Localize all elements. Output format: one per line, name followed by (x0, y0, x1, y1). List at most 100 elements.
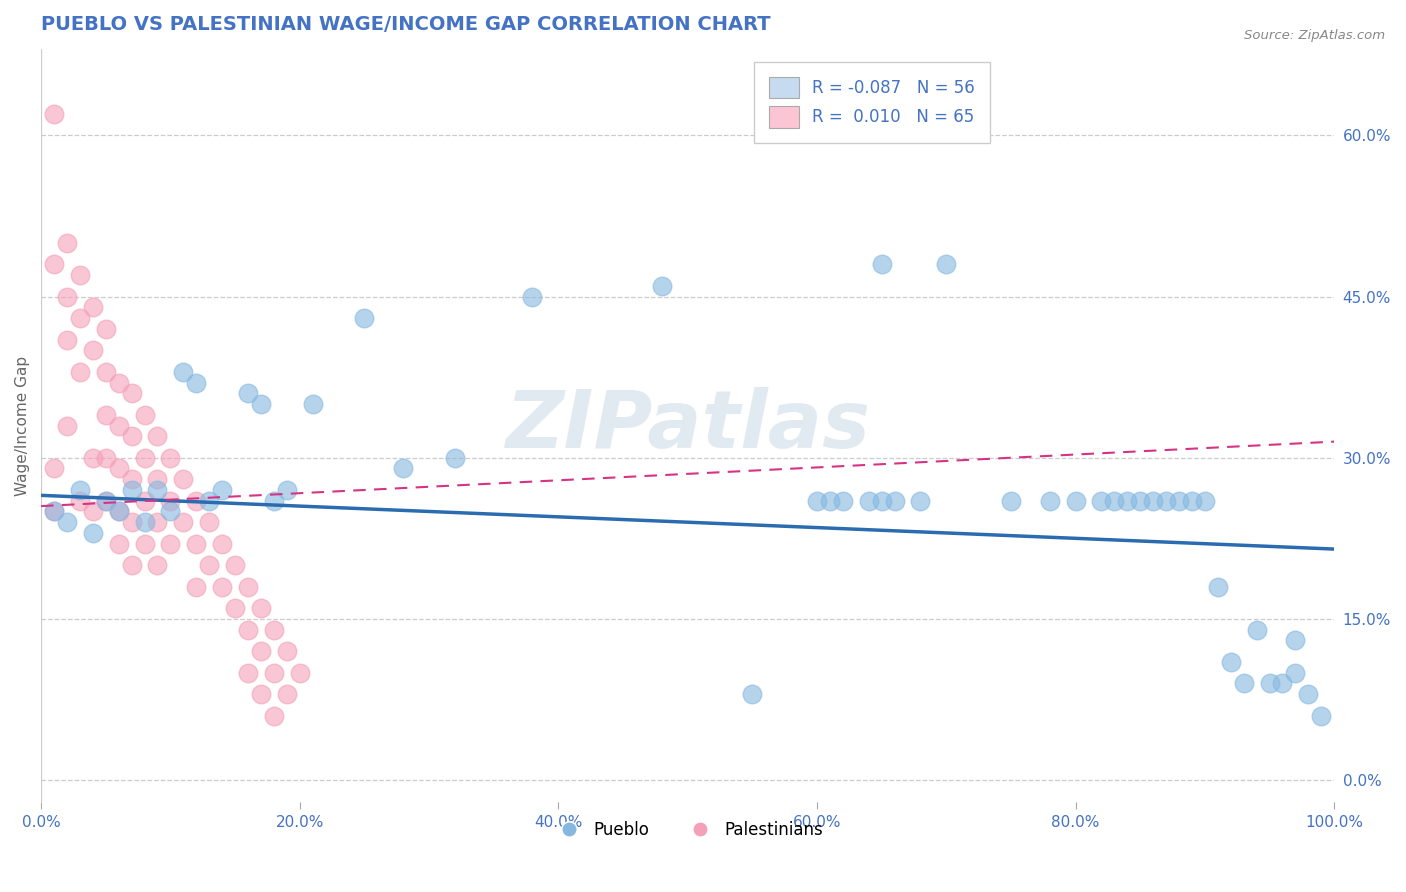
Point (870, 257, 893, 271)
Point (263, 623, 285, 637)
Point (806, 493, 828, 508)
Point (883, 493, 905, 508)
Point (236, 623, 259, 637)
Point (146, 515, 169, 529)
Point (224, 601, 246, 615)
Point (42, 504, 65, 518)
Point (121, 515, 143, 529)
Point (121, 558, 143, 573)
Point (651, 278, 673, 293)
Point (522, 289, 544, 303)
Point (236, 665, 259, 680)
Point (392, 461, 415, 475)
Point (69, 483, 91, 497)
Point (276, 687, 298, 701)
Point (1284, 665, 1306, 680)
Point (1271, 676, 1294, 690)
Point (263, 493, 285, 508)
Point (56, 333, 79, 347)
Point (1194, 493, 1216, 508)
Point (1142, 493, 1164, 508)
Point (198, 493, 221, 508)
Point (1154, 493, 1177, 508)
Point (134, 515, 156, 529)
Point (1258, 676, 1281, 690)
Point (211, 580, 233, 594)
Point (250, 644, 273, 658)
Text: PUEBLO VS PALESTINIAN WAGE/INCOME GAP CORRELATION CHART: PUEBLO VS PALESTINIAN WAGE/INCOME GAP CO… (41, 15, 770, 34)
Point (56, 235, 79, 250)
Point (107, 461, 129, 475)
Point (301, 397, 323, 411)
Point (94, 493, 117, 508)
Point (444, 450, 467, 465)
Point (94, 450, 117, 465)
Point (1116, 493, 1139, 508)
Point (198, 558, 221, 573)
Point (42, 257, 65, 271)
Point (82, 525, 104, 540)
Point (146, 429, 169, 443)
Point (186, 537, 208, 551)
Point (172, 365, 194, 379)
Point (186, 580, 208, 594)
Point (353, 311, 375, 326)
Point (1219, 655, 1241, 669)
Point (224, 558, 246, 573)
Point (82, 301, 104, 315)
Point (250, 397, 273, 411)
Text: ZIPatlas: ZIPatlas (505, 386, 870, 465)
Point (288, 665, 311, 680)
Point (236, 386, 259, 401)
Point (1298, 687, 1320, 701)
Point (42, 461, 65, 475)
Point (910, 493, 932, 508)
Point (935, 257, 957, 271)
Point (134, 450, 156, 465)
Point (121, 386, 143, 401)
Point (1104, 493, 1126, 508)
Point (107, 418, 129, 433)
Point (56, 418, 79, 433)
Point (1181, 493, 1204, 508)
Point (69, 493, 91, 508)
Point (276, 483, 298, 497)
Point (69, 268, 91, 282)
Point (69, 311, 91, 326)
Point (1168, 493, 1191, 508)
Point (186, 376, 208, 390)
Point (858, 493, 880, 508)
Point (94, 322, 117, 336)
Point (263, 665, 285, 680)
Point (146, 558, 169, 573)
Point (69, 365, 91, 379)
Point (1206, 580, 1229, 594)
Point (276, 644, 298, 658)
Point (236, 580, 259, 594)
Point (211, 537, 233, 551)
Point (42, 107, 65, 121)
Point (1233, 676, 1256, 690)
Point (159, 450, 181, 465)
Point (1129, 493, 1152, 508)
Legend: Pueblo, Palestinians: Pueblo, Palestinians (546, 814, 830, 846)
Y-axis label: Wage/Income Gap: Wage/Income Gap (15, 355, 30, 496)
Point (82, 450, 104, 465)
Point (741, 687, 763, 701)
Point (94, 493, 117, 508)
Point (831, 493, 853, 508)
Point (146, 483, 169, 497)
Point (172, 515, 194, 529)
Point (159, 537, 181, 551)
Point (107, 504, 129, 518)
Point (134, 493, 156, 508)
Point (1039, 493, 1062, 508)
Point (1064, 493, 1087, 508)
Point (121, 483, 143, 497)
Point (121, 472, 143, 486)
Point (82, 343, 104, 358)
Point (159, 504, 181, 518)
Point (818, 493, 841, 508)
Point (134, 408, 156, 422)
Point (870, 493, 893, 508)
